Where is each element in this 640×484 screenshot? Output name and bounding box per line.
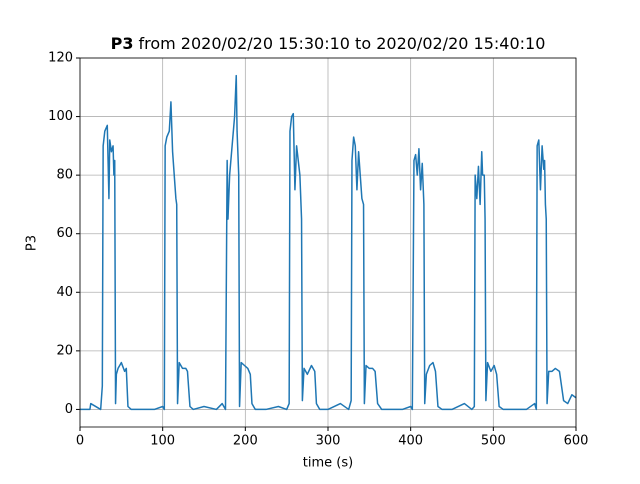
- plot-frame: [79, 57, 577, 428]
- y-tick-label: 20: [56, 343, 73, 358]
- x-tick-label: 100: [150, 434, 175, 449]
- x-axis-label: time (s): [303, 456, 353, 471]
- data-line: [80, 74, 577, 411]
- y-tick-label: 60: [56, 226, 73, 241]
- x-tick-label: 600: [564, 434, 589, 449]
- title-bold: P3: [111, 34, 134, 53]
- y-tick-label: 120: [48, 51, 73, 66]
- y-axis-label: P3: [25, 235, 40, 251]
- y-tick-label: 0: [65, 402, 73, 417]
- chart-title: P3 from 2020/02/20 15:30:10 to 2020/02/20…: [111, 34, 546, 53]
- y-tick-label: 40: [56, 285, 73, 300]
- title-rest: from 2020/02/20 15:30:10 to 2020/02/20 1…: [138, 34, 545, 53]
- x-tick-label: 400: [398, 434, 423, 449]
- y-tick-label: 100: [48, 109, 73, 124]
- y-tick-label: 80: [56, 168, 73, 183]
- x-tick-label: 0: [76, 434, 84, 449]
- x-tick-label: 200: [233, 434, 258, 449]
- x-tick-label: 300: [316, 434, 341, 449]
- x-tick-label: 500: [481, 434, 506, 449]
